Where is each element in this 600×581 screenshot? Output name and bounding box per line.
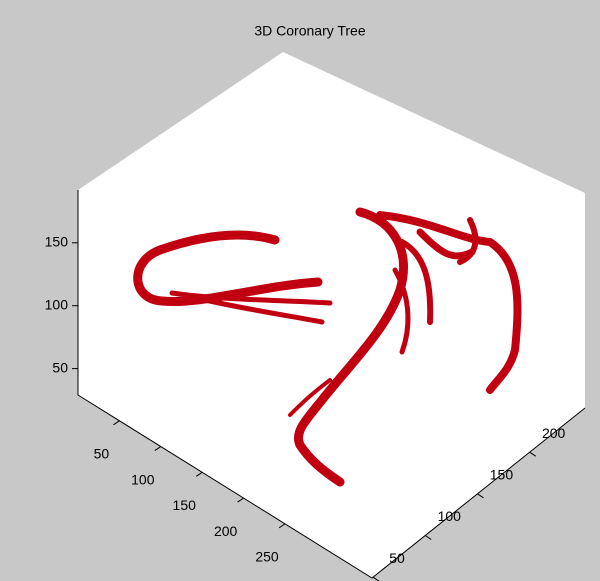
tick-label: 250 xyxy=(255,549,279,565)
tick-label: 150 xyxy=(173,497,197,513)
vessel xyxy=(457,217,479,265)
vessel xyxy=(392,267,411,355)
tick-mark xyxy=(278,523,286,529)
tick-label: 200 xyxy=(214,523,238,539)
tick-label: 100 xyxy=(131,471,155,487)
tick-label: 150 xyxy=(45,234,69,250)
tick-label: 50 xyxy=(52,359,68,375)
axis-lines xyxy=(77,190,586,579)
tick-mark xyxy=(424,535,432,540)
tick-label: 100 xyxy=(438,508,462,524)
tick-mark xyxy=(154,446,162,451)
tick-mark xyxy=(477,493,484,499)
tick-label: 50 xyxy=(94,445,110,461)
tick-mark xyxy=(237,497,244,503)
tick-label: 150 xyxy=(490,467,514,483)
vessel xyxy=(399,239,434,325)
vessel xyxy=(294,207,408,487)
vessel xyxy=(416,228,476,260)
chart-title: 3D Coronary Tree xyxy=(254,23,365,39)
vessel xyxy=(133,230,323,307)
tick-label: 100 xyxy=(45,296,69,312)
tick-label: 200 xyxy=(542,425,566,441)
vessel xyxy=(376,211,522,394)
coronary-tree xyxy=(133,207,522,487)
vessel xyxy=(288,378,332,417)
axes-box xyxy=(78,52,585,578)
tick-mark xyxy=(195,471,203,477)
vessel xyxy=(169,290,333,306)
tick-mark xyxy=(113,420,120,426)
vessel xyxy=(202,297,325,325)
tick-label: 50 xyxy=(389,550,405,566)
tick-mark xyxy=(529,451,536,457)
